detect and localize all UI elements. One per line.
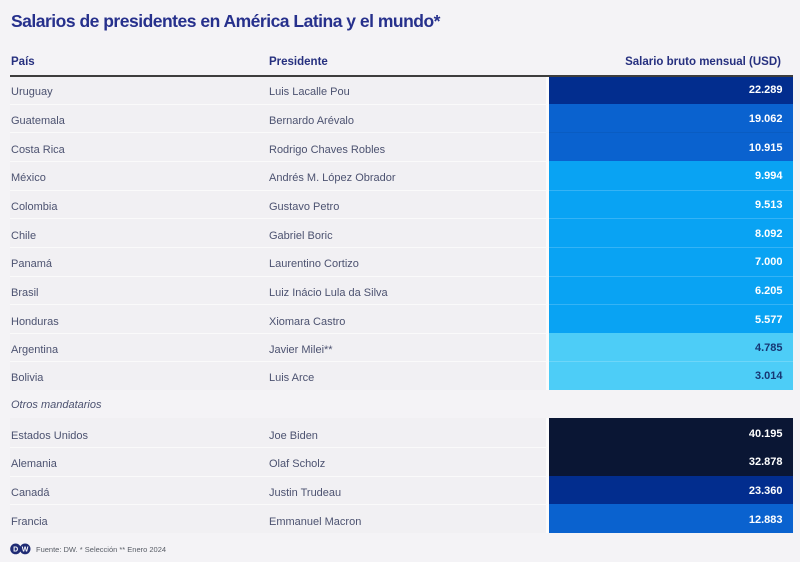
svg-text:W: W (22, 546, 29, 553)
svg-text:D: D (13, 546, 18, 553)
